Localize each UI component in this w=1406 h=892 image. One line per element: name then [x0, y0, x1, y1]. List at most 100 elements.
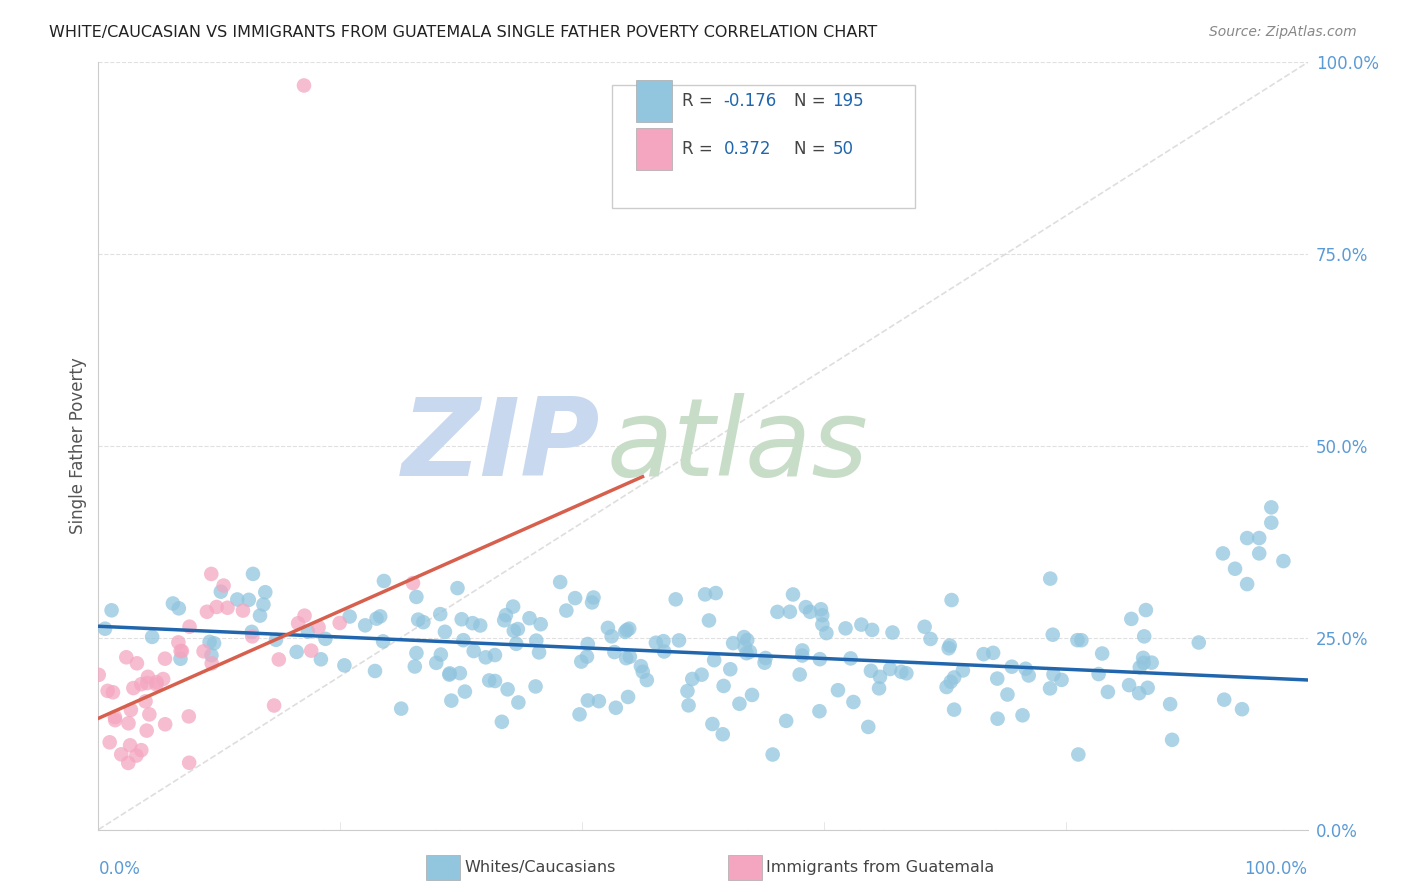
- Point: [718, 662, 741, 676]
- Point: [1091, 647, 1114, 661]
- Point: [1070, 633, 1092, 648]
- Point: [134, 694, 156, 708]
- Point: [766, 605, 789, 619]
- Point: [582, 591, 605, 605]
- Point: [205, 599, 228, 614]
- Point: [600, 629, 623, 643]
- Point: [896, 666, 918, 681]
- Point: [681, 672, 703, 686]
- Point: [354, 618, 377, 632]
- Point: [162, 597, 184, 611]
- Text: R =: R =: [682, 140, 718, 158]
- Text: ZIP: ZIP: [402, 393, 600, 499]
- Point: [129, 677, 152, 691]
- Point: [240, 629, 263, 643]
- Point: [1136, 681, 1159, 695]
- Point: [754, 651, 776, 665]
- Point: [484, 648, 506, 662]
- Point: [728, 697, 751, 711]
- Point: [122, 681, 145, 695]
- Point: [702, 717, 724, 731]
- Point: [690, 667, 713, 681]
- Point: [193, 644, 215, 658]
- Point: [94, 622, 117, 636]
- Point: [652, 644, 675, 658]
- Text: Immigrants from Guatemala: Immigrants from Guatemala: [766, 860, 994, 874]
- Point: [1067, 747, 1090, 762]
- Point: [202, 636, 225, 650]
- Point: [120, 703, 142, 717]
- Point: [1188, 635, 1211, 649]
- Point: [254, 585, 277, 599]
- Point: [859, 664, 882, 678]
- Point: [617, 690, 640, 704]
- Point: [986, 672, 1008, 686]
- Point: [890, 665, 912, 679]
- Point: [762, 747, 785, 762]
- Point: [614, 624, 637, 639]
- Point: [153, 651, 176, 665]
- Point: [135, 723, 157, 738]
- Point: [87, 668, 110, 682]
- Point: [453, 633, 475, 648]
- Point: [440, 693, 463, 707]
- Point: [1230, 702, 1253, 716]
- Point: [226, 592, 249, 607]
- Point: [939, 639, 962, 653]
- Point: [1087, 667, 1109, 681]
- Point: [454, 684, 477, 698]
- Text: WHITE/CAUCASIAN VS IMMIGRANTS FROM GUATEMALA SINGLE FATHER POVERTY CORRELATION C: WHITE/CAUCASIAN VS IMMIGRANTS FROM GUATE…: [49, 25, 877, 40]
- Point: [834, 621, 856, 635]
- Point: [461, 616, 484, 631]
- Point: [242, 566, 264, 581]
- Point: [297, 624, 319, 639]
- Point: [1140, 656, 1163, 670]
- FancyBboxPatch shape: [613, 86, 915, 208]
- Point: [811, 617, 834, 632]
- Point: [792, 643, 814, 657]
- Point: [827, 683, 849, 698]
- Point: [505, 637, 527, 651]
- Point: [153, 717, 176, 731]
- Point: [858, 720, 880, 734]
- Point: [697, 614, 720, 628]
- Text: 100.0%: 100.0%: [1244, 860, 1308, 879]
- Point: [104, 713, 127, 727]
- Point: [868, 681, 890, 696]
- Point: [263, 698, 285, 713]
- Point: [530, 617, 553, 632]
- Point: [792, 648, 814, 663]
- Point: [429, 607, 451, 621]
- Point: [935, 680, 957, 694]
- Point: [914, 620, 936, 634]
- Point: [704, 586, 727, 600]
- Point: [120, 739, 142, 753]
- Point: [249, 608, 271, 623]
- Point: [1132, 656, 1154, 670]
- Point: [217, 600, 239, 615]
- Point: [1118, 678, 1140, 692]
- Point: [741, 688, 763, 702]
- Point: [425, 656, 447, 670]
- Point: [506, 622, 529, 636]
- Point: [524, 680, 547, 694]
- Point: [439, 666, 461, 681]
- Point: [939, 674, 962, 689]
- Point: [478, 673, 501, 688]
- Point: [1213, 692, 1236, 706]
- Point: [738, 645, 761, 659]
- Point: [117, 756, 139, 770]
- Text: 195: 195: [832, 92, 865, 110]
- Point: [711, 727, 734, 741]
- Point: [576, 693, 599, 707]
- Point: [569, 655, 592, 669]
- Point: [333, 658, 356, 673]
- Point: [1236, 531, 1258, 545]
- Point: [734, 640, 756, 654]
- Text: Whites/Caucasians: Whites/Caucasians: [464, 860, 616, 874]
- Point: [665, 592, 688, 607]
- Point: [1133, 629, 1156, 643]
- Point: [616, 623, 638, 637]
- Point: [981, 646, 1004, 660]
- Point: [117, 716, 139, 731]
